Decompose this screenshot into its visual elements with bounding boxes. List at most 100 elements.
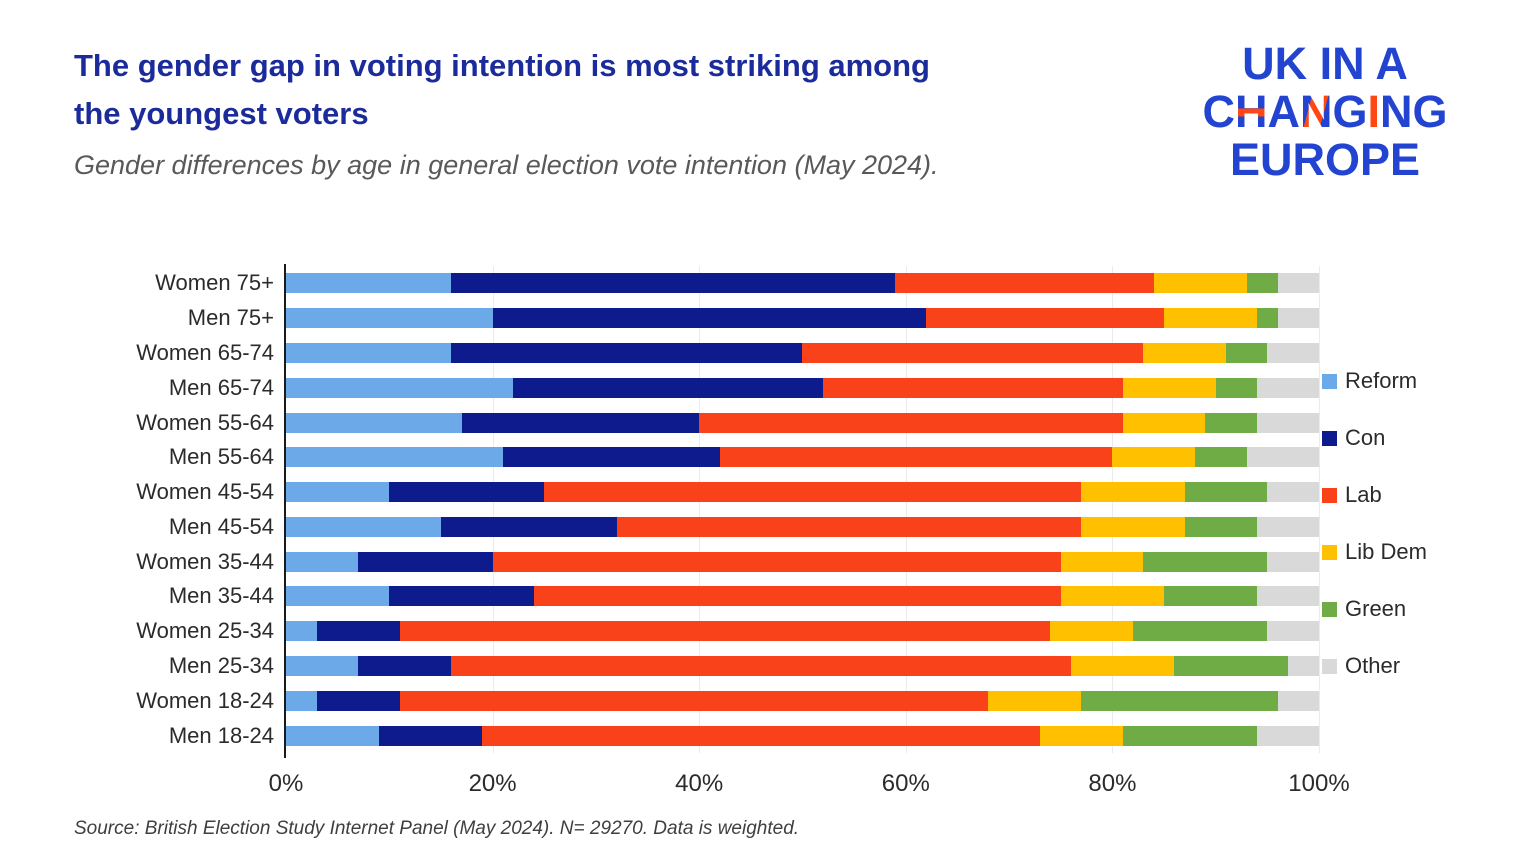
legend-item: Reform [1322, 368, 1427, 393]
bar-segment [1122, 725, 1257, 746]
bar-segment [492, 308, 927, 329]
bar-segment [1256, 377, 1319, 398]
bar-segment [451, 342, 803, 363]
legend-swatch [1322, 658, 1337, 674]
logo-line-changing: CHANGING [1180, 88, 1470, 136]
bar-segment [1256, 412, 1319, 433]
bar-segment [286, 690, 317, 711]
gridline [492, 266, 494, 753]
y-axis-labels: Women 75+ Men 75+ Women 65-74 Men 65-74 Wome… [0, 266, 274, 753]
bar-segment [286, 308, 493, 329]
bar-segment [926, 308, 1165, 329]
bar-segment [1081, 516, 1185, 537]
bar-segment [1195, 447, 1247, 468]
logo-letter: N [1380, 86, 1413, 137]
legend-label: Green [1345, 596, 1407, 621]
bar-segment [1081, 690, 1278, 711]
bar-segment [1060, 551, 1144, 572]
bar-row [286, 412, 1319, 433]
bar-segment [895, 273, 1154, 294]
bar-segment [1164, 586, 1257, 607]
legend-swatch [1322, 430, 1337, 446]
category-label: Men 18-24 [168, 722, 274, 748]
bar-segment [461, 412, 700, 433]
bar-segment [451, 656, 1072, 677]
category-label: Women 65-74 [136, 339, 274, 365]
x-tick-label: 40% [675, 770, 724, 797]
bar-segment [399, 621, 1051, 642]
bar-row [286, 551, 1319, 572]
category-label: Women 25-34 [136, 618, 274, 644]
bar-segment [1174, 656, 1288, 677]
bar-row [286, 516, 1319, 537]
legend-label: Reform [1345, 368, 1418, 393]
legend-label: Lab [1345, 482, 1382, 507]
bar-segment [482, 725, 1041, 746]
bar-segment [616, 516, 1082, 537]
bar-segment [719, 447, 1113, 468]
bar-segment [286, 377, 514, 398]
bar-segment [1277, 273, 1319, 294]
bar-row [286, 725, 1319, 746]
logo-letter: G [1412, 86, 1448, 137]
legend-swatch [1322, 544, 1337, 560]
legend-swatch [1322, 487, 1337, 503]
bar-segment [1122, 412, 1206, 433]
bar-segment [1164, 308, 1257, 329]
bar-segment [802, 342, 1144, 363]
bar-segment [316, 690, 400, 711]
legend-swatch [1322, 601, 1337, 617]
bar-segment [1267, 482, 1319, 503]
bar-segment [1246, 447, 1319, 468]
bar-segment [399, 690, 989, 711]
gridline [905, 266, 907, 753]
bar-segment [1112, 447, 1195, 468]
bar-segment [1153, 273, 1247, 294]
gridline [699, 266, 701, 753]
bar-segment [1143, 551, 1268, 572]
logo-line-1: UK IN A [1242, 38, 1408, 89]
bar-row [286, 621, 1319, 642]
category-label: Women 35-44 [136, 548, 274, 574]
category-label: Men 25-34 [168, 653, 274, 679]
x-tick-label: 100% [1288, 770, 1350, 797]
gridline [1112, 266, 1114, 753]
bar-segment [440, 516, 617, 537]
bar-segment [1040, 725, 1123, 746]
bar-segment [389, 482, 545, 503]
logo-letter: G [1332, 86, 1368, 137]
bar-segment [1133, 621, 1268, 642]
bar-segment [286, 621, 317, 642]
ukice-logo: UK IN A CHANGING EUROPE [1180, 40, 1470, 184]
logo-accent-letter: I [1367, 86, 1380, 137]
bar-segment [1287, 656, 1319, 677]
bar-segment [1246, 273, 1278, 294]
bar-segment [1267, 342, 1319, 363]
bar-segment [286, 273, 452, 294]
category-label: Women 45-54 [136, 479, 274, 505]
bar-segment [1122, 377, 1216, 398]
bar-segment [502, 447, 720, 468]
bar-segment [988, 690, 1082, 711]
chart-legend: Reform Con Lab Lib Dem Green Other [1322, 368, 1427, 712]
bar-row [286, 308, 1319, 329]
logo-accent-letter: H [1234, 86, 1268, 137]
bar-row [286, 377, 1319, 398]
bar-segment [1257, 586, 1319, 607]
category-label: Men 35-44 [168, 583, 274, 609]
bar-segment [286, 447, 503, 468]
bar-segment [1225, 342, 1268, 363]
bar-segment [1257, 308, 1278, 329]
bar-segment [316, 621, 400, 642]
legend-item: Other [1322, 653, 1427, 678]
bar-segment [1215, 377, 1257, 398]
bar-row [286, 482, 1319, 503]
bar-segment [286, 482, 390, 503]
bar-segment [1184, 516, 1257, 537]
x-axis-labels: 0% 20% 40% 60% 80% 100% [269, 770, 1350, 800]
bar-segment [1267, 621, 1319, 642]
bar-segment [451, 273, 896, 294]
gridline [1319, 266, 1320, 753]
bar-segment [358, 656, 452, 677]
